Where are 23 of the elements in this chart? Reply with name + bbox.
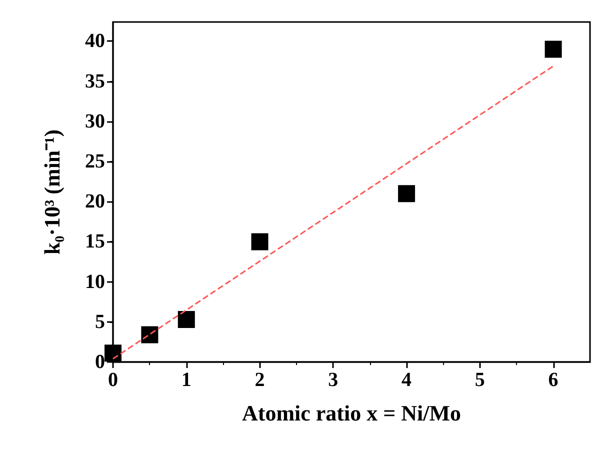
point [141, 326, 158, 344]
x-tick-label: 1 [181, 369, 192, 391]
y-tick-label: 10 [85, 270, 105, 293]
x-tick-label: 3 [328, 369, 338, 391]
y-tick-label: 40 [85, 30, 105, 52]
y-tick-label: 35 [85, 70, 105, 92]
point [544, 40, 562, 58]
x-tick-label: 6 [548, 369, 558, 391]
y-tick-label: 25 [85, 150, 105, 173]
y-tick-label: 30 [85, 110, 105, 132]
y-tick-label: 0 [95, 351, 105, 373]
point [104, 344, 122, 362]
x-tick-label: 4 [402, 369, 412, 391]
point [178, 311, 195, 328]
point [251, 233, 268, 250]
y-tick-label: 5 [95, 310, 105, 333]
x-tick-label: 5 [474, 369, 485, 391]
y-tick-label: 20 [85, 190, 105, 213]
y-tick-label: 15 [85, 230, 105, 253]
x-tick-label: 2 [254, 369, 265, 391]
point [398, 185, 416, 202]
y-axis-title: k₀·10³ (min⁻¹) [40, 129, 64, 255]
x-axis-title: Atomic ratio x = Ni/Mo [242, 400, 462, 426]
